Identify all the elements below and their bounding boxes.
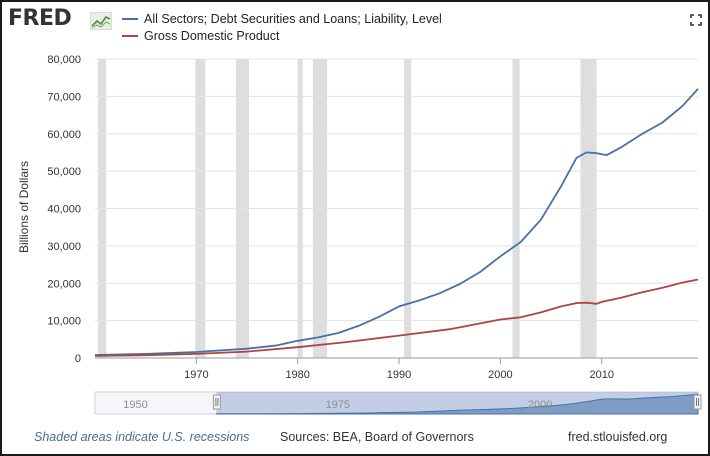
legend-swatch-debt [122,18,138,20]
site-link[interactable]: fred.stlouisfed.org [568,430,668,444]
navigator-label: 1975 [326,399,350,411]
x-tick-label: 1990 [387,369,411,381]
legend-item-debt[interactable]: All Sectors; Debt Securities and Loans; … [122,11,442,27]
y-axis-label: Billions of Dollars [17,161,31,253]
y-tick-label: 50,000 [47,166,81,178]
navigator-label: 2000 [528,399,552,411]
series-line-gdp [94,278,699,357]
legend-item-gdp[interactable]: Gross Domestic Product [122,28,279,44]
legend-swatch-gdp [122,35,138,37]
navigator-handle-right[interactable] [693,394,702,410]
y-axis-ticks: 0 10,000 20,000 30,000 40,000 50,000 60,000 70,… [47,54,81,365]
y-tick-label: 0 [75,353,81,365]
fred-logo[interactable]: FRED [8,6,72,31]
y-tick-label: 40,000 [47,204,81,216]
range-navigator[interactable]: 1950 1975 2000 [94,391,702,415]
line-chart-icon [90,12,112,30]
y-tick-label: 60,000 [47,129,81,141]
recession-note: Shaded areas indicate U.S. recessions [34,430,250,444]
y-tick-label: 20,000 [47,278,81,290]
legend-label-debt: All Sectors; Debt Securities and Loans; … [144,12,442,26]
navigator-handle-left[interactable] [212,394,221,410]
grid-lines [95,58,698,359]
legend-label-gdp: Gross Domestic Product [144,29,280,43]
series-line-debt [94,88,699,356]
y-tick-label: 80,000 [47,54,81,66]
x-axis-ticks: 1970 1980 1990 2000 2010 [184,358,614,381]
y-tick-label: 70,000 [47,91,81,103]
navigator-label: 1950 [123,399,147,411]
x-tick-label: 1970 [184,369,208,381]
series-lines [94,88,699,357]
x-tick-label: 1980 [285,369,309,381]
x-tick-label: 2000 [488,369,512,381]
expand-icon[interactable] [690,14,702,26]
y-tick-label: 30,000 [47,241,81,253]
y-tick-label: 10,000 [47,316,81,328]
x-tick-label: 2010 [589,369,613,381]
navigator-series [215,393,699,415]
sources-text: Sources: BEA, Board of Governors [280,430,474,444]
